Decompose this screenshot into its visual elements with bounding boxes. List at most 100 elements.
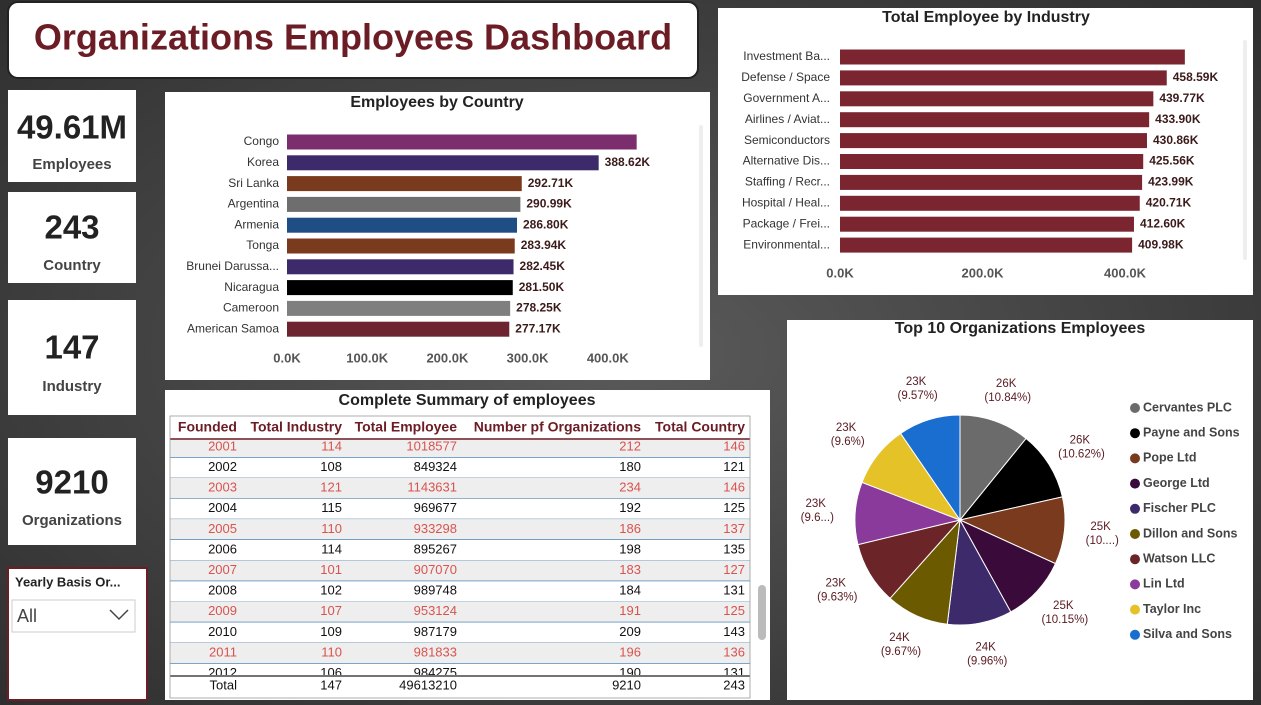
bar bbox=[287, 134, 637, 150]
card-value: 49.61M bbox=[17, 109, 127, 146]
table-cell: 2010 bbox=[208, 624, 237, 639]
x-tick-label: 300.0K bbox=[507, 350, 550, 365]
table-cell: 2006 bbox=[208, 541, 237, 556]
dropdown-chevron[interactable] bbox=[109, 609, 129, 621]
pie-slice bbox=[958, 437, 1064, 521]
card-label: Industry bbox=[42, 378, 102, 395]
card-value: 243 bbox=[44, 209, 99, 246]
legend-label: Silva and Sons bbox=[1143, 627, 1232, 641]
row-background bbox=[170, 642, 750, 664]
bar bbox=[840, 91, 1154, 107]
table-cell: 1143631 bbox=[407, 480, 457, 495]
card-value: 147 bbox=[44, 329, 99, 366]
bar bbox=[840, 154, 1144, 169]
y-tick-label: American Samoa bbox=[187, 321, 279, 335]
total-row-background bbox=[170, 676, 750, 698]
table-cell: 989748 bbox=[414, 583, 457, 598]
legend-marker bbox=[1130, 554, 1140, 565]
legend-marker bbox=[1130, 604, 1140, 615]
pie-slice bbox=[958, 496, 1066, 565]
y-tick-label: Investment Ba... bbox=[743, 49, 830, 63]
legend-marker bbox=[1130, 428, 1140, 439]
y-tick-label: Tonga bbox=[246, 238, 279, 252]
data-label: 25K (10.15%) bbox=[1042, 600, 1089, 626]
data-label: 283.94K bbox=[521, 238, 567, 252]
table-cell: 2009 bbox=[208, 603, 237, 618]
legend-label: Cervantes PLC bbox=[1143, 400, 1232, 414]
y-tick-label: Nicaragua bbox=[224, 280, 279, 294]
data-label: 430.86K bbox=[1153, 133, 1199, 147]
scrollbar[interactable] bbox=[758, 585, 766, 640]
scrollbar[interactable] bbox=[699, 125, 703, 347]
legend-marker bbox=[1130, 579, 1140, 590]
card bbox=[8, 90, 136, 182]
data-label: 23K (9.57%) bbox=[898, 376, 938, 402]
data-label: 425.56K bbox=[1149, 154, 1195, 168]
table-frame bbox=[169, 415, 751, 699]
row-background bbox=[170, 477, 750, 499]
y-tick-label: Sri Lanka bbox=[228, 176, 279, 190]
legend-marker bbox=[1130, 478, 1140, 489]
total-cell: 243 bbox=[723, 677, 745, 692]
row-background bbox=[170, 438, 750, 458]
table-cell: 114 bbox=[321, 541, 342, 556]
bar bbox=[287, 196, 521, 212]
table-cell: 192 bbox=[619, 500, 641, 515]
table-cell: 953124 bbox=[414, 603, 457, 618]
row-background bbox=[170, 560, 750, 581]
legend-marker bbox=[1130, 453, 1140, 464]
slicer-title: Yearly Basis Or... bbox=[15, 574, 121, 589]
column-header: Total Employee bbox=[355, 419, 458, 435]
table-cell: 2004 bbox=[208, 500, 237, 515]
data-label: 24K (9.67%) bbox=[881, 632, 921, 658]
y-tick-label: Semiconductors bbox=[744, 133, 830, 147]
table-cell: 101 bbox=[320, 562, 342, 577]
slicer-dropdown[interactable] bbox=[11, 599, 136, 633]
legend-label: Fischer PLC bbox=[1143, 501, 1216, 515]
table-cell: 209 bbox=[619, 624, 641, 639]
title-box bbox=[7, 1, 699, 79]
slicer-value[interactable]: All bbox=[17, 606, 37, 626]
data-label: 281.50K bbox=[519, 280, 565, 294]
card bbox=[8, 192, 136, 283]
table-cell: 186 bbox=[619, 521, 641, 536]
table-cell: 137 bbox=[723, 521, 745, 536]
y-tick-label: Airlines / Aviat... bbox=[745, 112, 830, 126]
bar bbox=[287, 217, 518, 233]
table-cell: 191 bbox=[619, 603, 641, 618]
table-cell: 2011 bbox=[209, 644, 237, 659]
data-label: 23K (9.6...) bbox=[801, 498, 834, 524]
y-tick-label: Brunei Darussa... bbox=[186, 259, 279, 273]
bar bbox=[840, 49, 1185, 65]
chart-title: Total Employee by Industry bbox=[882, 9, 1090, 26]
table-cell: 933298 bbox=[414, 521, 457, 536]
table: Complete Summary of employees Founded Tota… bbox=[169, 392, 751, 699]
bar bbox=[840, 174, 1143, 190]
y-tick-label: Korea bbox=[247, 155, 279, 169]
bar bbox=[287, 155, 599, 171]
table-cell: 107 bbox=[320, 603, 342, 618]
table-cell: 131 bbox=[723, 583, 745, 598]
scrollbar[interactable] bbox=[1243, 40, 1247, 260]
total-cell: Total bbox=[210, 677, 238, 692]
table-cell: 121 bbox=[320, 480, 342, 495]
card-label: Organizations bbox=[22, 512, 122, 529]
table-cell: 190 bbox=[619, 665, 641, 680]
legend-label: Watson LLC bbox=[1143, 551, 1215, 565]
data-label: 25K (10....) bbox=[1086, 521, 1119, 547]
bar bbox=[840, 133, 1147, 149]
x-tick-label: 200.0K bbox=[962, 265, 1005, 280]
x-tick-label: 400.0K bbox=[1104, 265, 1147, 280]
y-tick-label: Argentina bbox=[228, 197, 280, 211]
table-cell: 969677 bbox=[414, 500, 457, 515]
x-tick-label: 200.0K bbox=[426, 350, 469, 365]
data-label: 409.98K bbox=[1138, 237, 1184, 251]
card-value: 9210 bbox=[35, 464, 108, 501]
bar bbox=[840, 216, 1134, 232]
table-cell: 143 bbox=[723, 624, 745, 639]
legend-marker bbox=[1130, 503, 1140, 514]
data-label: 278.25K bbox=[516, 301, 562, 315]
y-tick-label: Armenia bbox=[234, 217, 279, 231]
data-label: 23K (9.6%) bbox=[831, 422, 865, 448]
column-header: Total Country bbox=[655, 419, 745, 435]
